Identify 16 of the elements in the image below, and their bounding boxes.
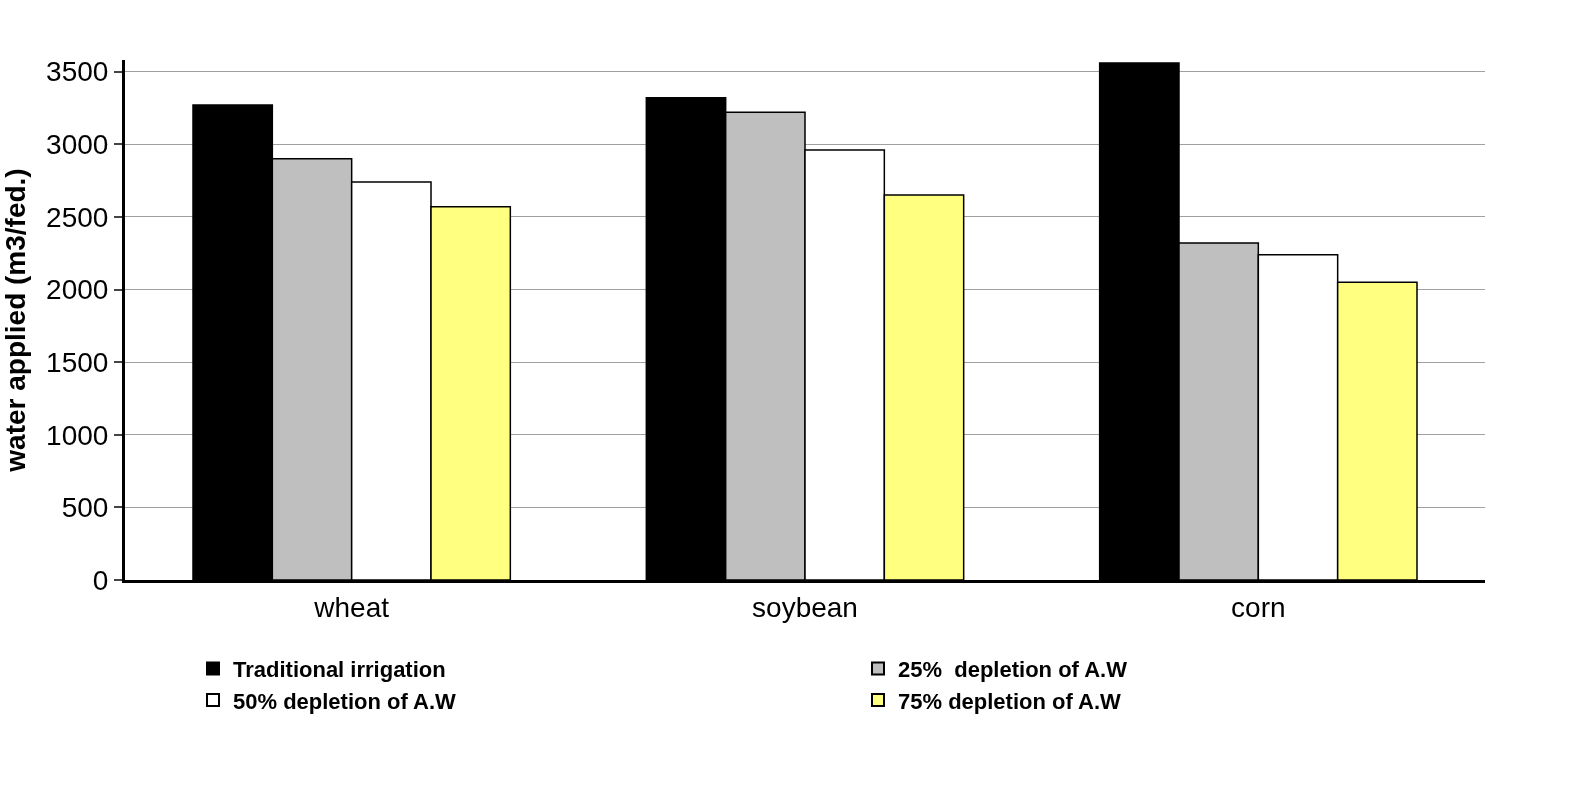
y-tick-label: 3000 bbox=[46, 129, 109, 161]
y-tick-label: 2500 bbox=[46, 201, 109, 233]
x-tick-label: wheat bbox=[313, 591, 390, 623]
legend-label: 75% depletion of A.W bbox=[898, 688, 1122, 714]
y-tick-label: 1000 bbox=[46, 419, 109, 451]
x-tick-label: soybean bbox=[752, 591, 858, 623]
y-tick-label: 1500 bbox=[46, 346, 109, 378]
x-tick-label: corn bbox=[1231, 591, 1286, 623]
legend-label: 50% depletion of A.W bbox=[233, 688, 457, 714]
legend-label: Traditional irrigation bbox=[233, 656, 446, 682]
y-tick-label: 0 bbox=[92, 564, 109, 596]
legend-label: 25% depletion of A.W bbox=[898, 656, 1128, 682]
y-tick-label: 2000 bbox=[46, 274, 109, 306]
y-tick-label: 500 bbox=[61, 492, 109, 524]
y-axis-title: water applied (m3/fed.) bbox=[0, 168, 31, 473]
y-tick-label: 3500 bbox=[46, 56, 109, 88]
